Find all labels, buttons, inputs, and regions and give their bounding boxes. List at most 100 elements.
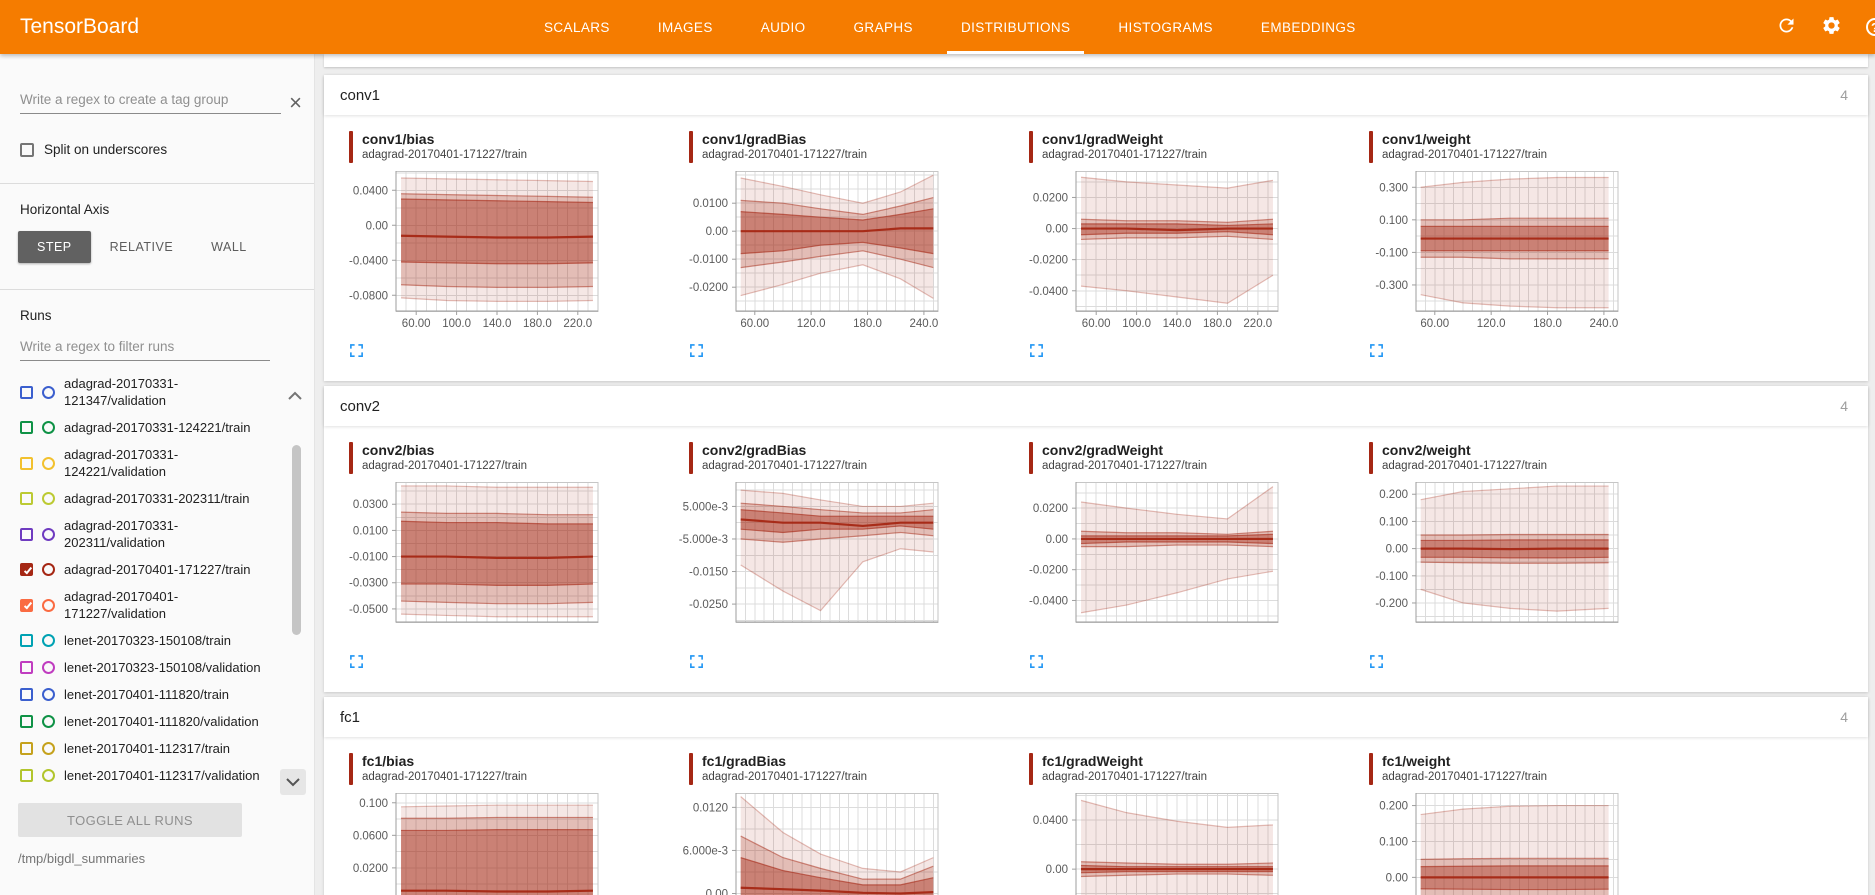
run-list-item[interactable]: adagrad-20170331-124221/train [20,419,314,436]
distribution-chart[interactable]: 0.0200 0.00 -0.0200 -0.0400 [1018,482,1288,644]
checkbox-checked-icon[interactable] [20,563,33,576]
svg-text:-0.0250: -0.0250 [689,599,728,611]
section-header-conv2[interactable]: conv2 4 [324,386,1868,426]
toggle-all-runs-button[interactable]: TOGGLE ALL RUNS [18,803,242,837]
run-list-item[interactable]: adagrad-20170331-121347/validation [20,375,314,409]
checkbox-icon[interactable] [20,456,33,470]
run-list-item[interactable]: lenet-20170401-112317/validation [20,767,314,784]
settings-button[interactable] [1821,15,1842,39]
run-list-item[interactable]: lenet-20170401-111820/validation [20,713,314,730]
chart-card-fc1-gradBias: fc1/gradBias adagrad-20170401-171227/trai… [672,753,1012,895]
tab-images[interactable]: IMAGES [657,19,713,35]
expand-chart-button[interactable] [349,654,364,672]
radio-circle-icon[interactable] [42,715,55,728]
radio-circle-icon[interactable] [42,563,55,576]
distribution-chart[interactable]: 5.000e-3 -5.000e-3 -0.0150 -0.0250 [678,482,948,644]
radio-circle-icon[interactable] [42,492,55,505]
checkbox-icon[interactable] [20,688,33,701]
radio-circle-icon[interactable] [42,661,55,674]
runs-list: adagrad-20170331-121347/validation adagra… [0,375,314,799]
expand-chart-button[interactable] [689,654,704,672]
tab-scalars[interactable]: SCALARS [544,19,610,35]
svg-text:-0.0200: -0.0200 [1029,255,1068,267]
tab-histograms[interactable]: HISTOGRAMS [1118,19,1213,35]
run-list-item[interactable]: lenet-20170323-150108/validation [20,659,314,676]
svg-text:0.0100: 0.0100 [693,198,728,210]
svg-text:180.0: 180.0 [1533,318,1562,330]
radio-circle-icon[interactable] [42,385,55,399]
tab-distributions[interactable]: DISTRIBUTIONS [937,0,1094,54]
tab-graphs[interactable]: GRAPHS [853,19,913,35]
chevron-up-icon[interactable] [288,387,302,405]
expand-chart-button[interactable] [1369,654,1384,672]
chart-run-name: adagrad-20170401-171227/train [1382,149,1547,161]
runs-filter-input[interactable] [20,335,270,361]
distribution-chart[interactable]: 0.0120 6.000e-3 0.00 [678,793,948,895]
svg-text:60.00: 60.00 [402,318,431,330]
help-button[interactable]: ? [1866,18,1875,36]
expand-chart-button[interactable] [1029,343,1044,361]
run-list-item[interactable]: adagrad-20170331-124221/validation [20,446,314,480]
expand-chart-button[interactable] [689,343,704,361]
distribution-chart[interactable]: 0.300 0.100 -0.100 -0.300 60.00 120.0 180.0 240… [1358,171,1628,333]
axis-option-relative[interactable]: RELATIVE [109,240,174,254]
radio-circle-icon[interactable] [42,769,55,782]
checkbox-icon[interactable] [20,661,33,674]
checkbox-icon[interactable] [20,769,33,782]
checkbox-icon[interactable] [20,715,33,728]
chart-title: conv1/bias [362,131,435,147]
radio-circle-icon[interactable] [42,634,55,647]
axis-option-step[interactable]: STEP [18,231,91,263]
run-list-item[interactable]: lenet-20170401-111820/train [20,686,314,703]
axis-option-wall[interactable]: WALL [211,240,247,254]
scrollbar-thumb[interactable] [292,445,301,635]
run-list-item[interactable]: lenet-20170401-112317/train [20,740,314,757]
run-list-item[interactable]: adagrad-20170331-202311/train [20,490,314,507]
radio-circle-icon[interactable] [42,742,55,755]
split-underscores-checkbox[interactable]: Split on underscores [20,142,294,157]
checkbox-icon[interactable] [20,742,33,755]
chart-titles: conv1/weight adagrad-20170401-171227/trai… [1382,131,1547,163]
tag-regex-input[interactable] [20,88,282,114]
close-icon[interactable]: × [289,90,302,115]
checkbox-icon[interactable] [20,527,33,541]
checkbox-icon[interactable] [20,385,33,399]
section-header-conv1[interactable]: conv1 4 [324,75,1868,115]
svg-text:180.0: 180.0 [853,318,882,330]
distribution-chart[interactable]: 0.0300 0.0100 -0.0100 -0.0300 -0.0500 [338,482,608,644]
horizontal-axis-toggle: STEP RELATIVE WALL [18,231,314,263]
checkbox-icon[interactable] [20,421,33,434]
tab-embeddings[interactable]: EMBEDDINGS [1260,19,1356,35]
radio-circle-icon[interactable] [42,688,55,701]
chevron-down-icon[interactable] [280,769,306,795]
distribution-chart[interactable]: 0.200 0.100 0.00 -0.100 -0.200 [1358,482,1628,644]
run-list-item[interactable]: adagrad-20170401-171227/validation [20,588,314,622]
checkbox-icon[interactable] [20,634,33,647]
chart-run-name: adagrad-20170401-171227/train [702,149,867,161]
svg-text:0.0600: 0.0600 [353,830,388,842]
chart-head: fc1/bias adagrad-20170401-171227/train [332,753,672,785]
radio-circle-icon[interactable] [42,598,55,612]
radio-circle-icon[interactable] [42,456,55,470]
checkbox-checked-icon[interactable] [20,598,33,612]
distribution-chart[interactable]: 0.0200 0.00 -0.0200 -0.0400 60.00 100.0 140.0 1… [1018,171,1288,333]
expand-chart-button[interactable] [349,343,364,361]
section-header-fc1[interactable]: fc1 4 [324,697,1868,737]
run-list-item[interactable]: adagrad-20170331-202311/validation [20,517,314,551]
radio-circle-icon[interactable] [42,421,55,434]
run-list-item[interactable]: lenet-20170323-150108/train [20,632,314,649]
radio-circle-icon[interactable] [42,527,55,541]
distribution-chart[interactable]: 0.0400 0.00 -0.0400 -0.0800 60.00 100.0 140.0 1… [338,171,608,333]
refresh-button[interactable] [1776,15,1797,39]
chart-card-conv1-weight: conv1/weight adagrad-20170401-171227/trai… [1352,131,1692,361]
expand-chart-button[interactable] [1369,343,1384,361]
distribution-chart[interactable]: 0.0100 0.00 -0.0100 -0.0200 60.00 120.0 180.0 2… [678,171,948,333]
expand-chart-button[interactable] [1029,654,1044,672]
checkbox-icon[interactable] [20,492,33,505]
run-list-item[interactable]: adagrad-20170401-171227/train [20,561,314,578]
tab-audio[interactable]: AUDIO [760,19,806,35]
section-count-badge: 4 [1840,709,1848,725]
